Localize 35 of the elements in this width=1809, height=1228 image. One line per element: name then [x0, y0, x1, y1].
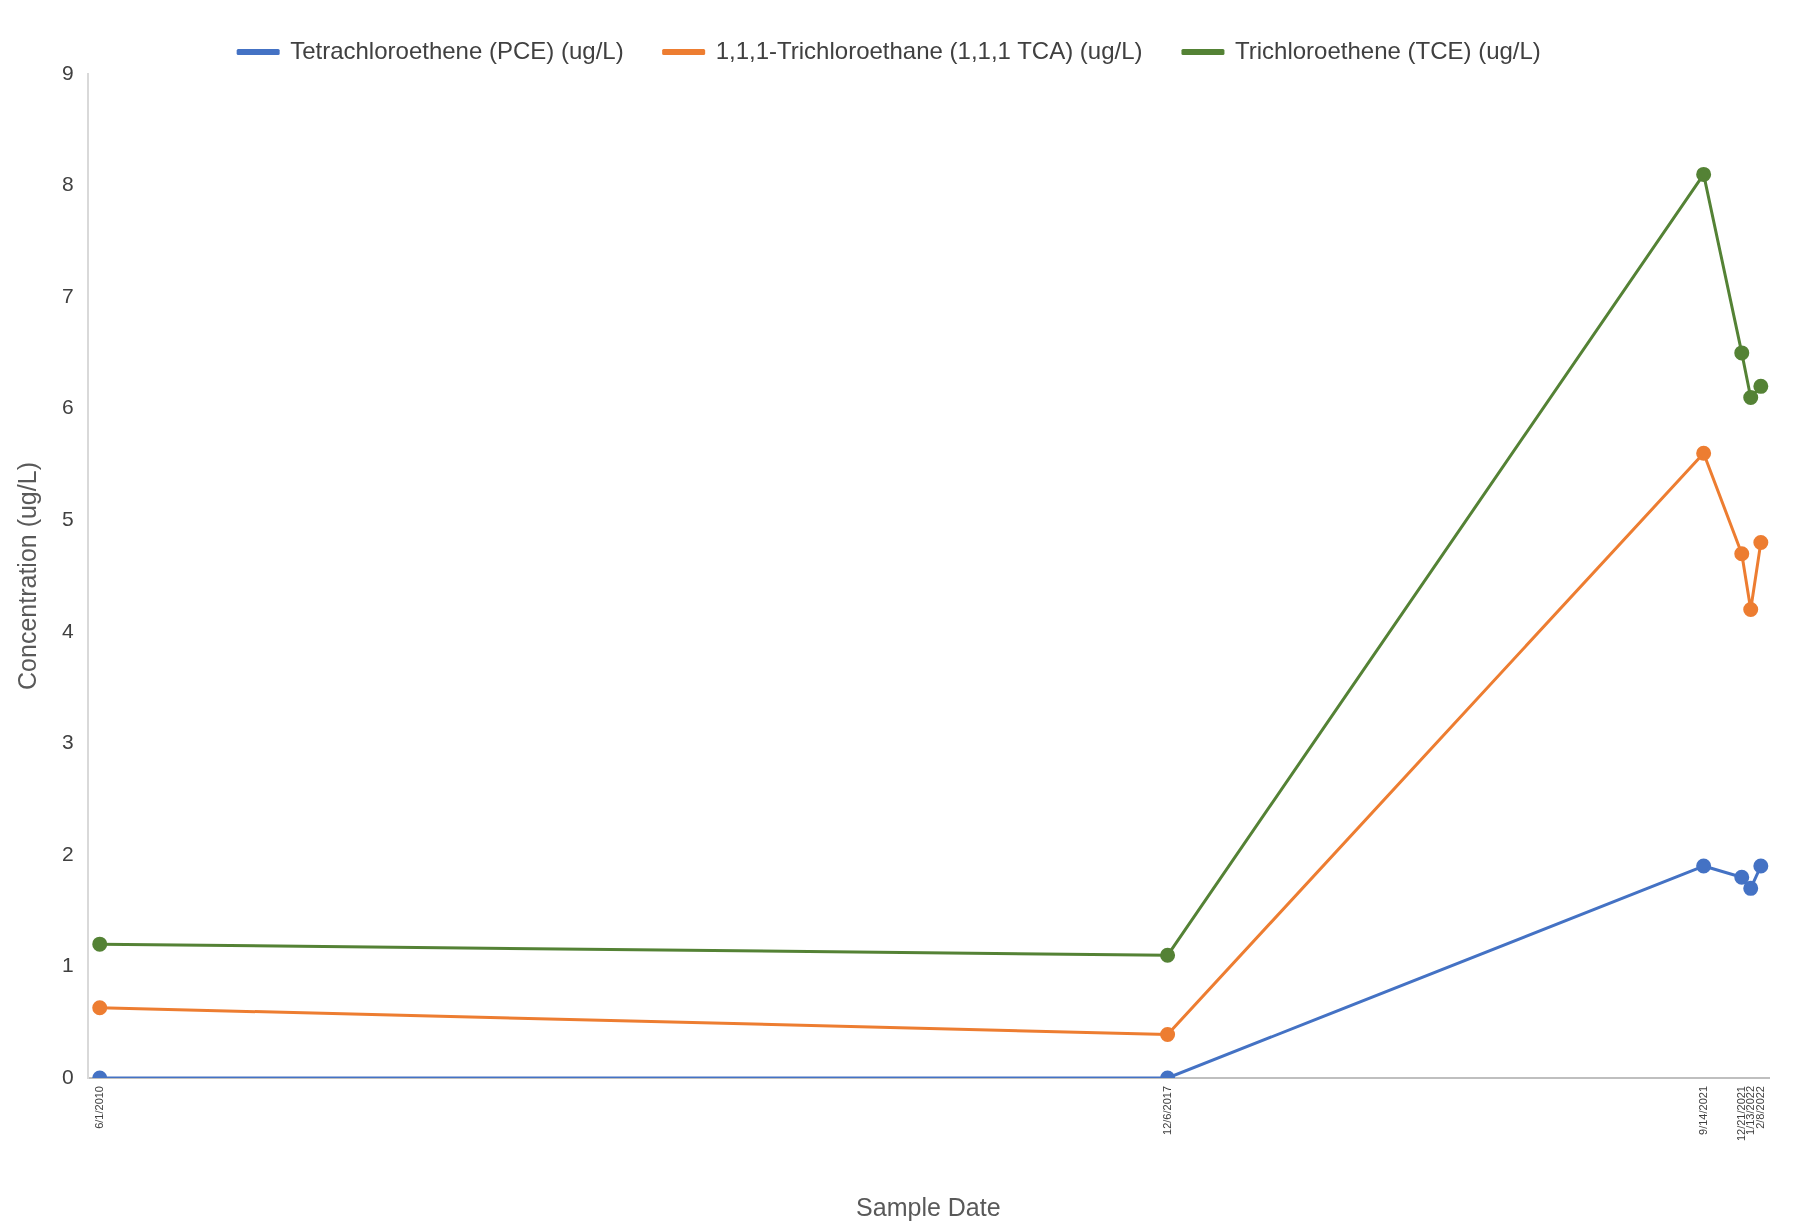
y-tick-label: 2	[61, 841, 74, 865]
point	[1734, 345, 1750, 361]
point	[92, 1000, 108, 1016]
point	[92, 936, 108, 952]
y-tick-label: 8	[61, 172, 74, 196]
point	[1753, 535, 1769, 551]
y-tick-label: 9	[61, 60, 74, 84]
point	[1160, 947, 1176, 963]
x-tick-label: 6/1/2010	[92, 1086, 105, 1129]
point	[1734, 546, 1750, 562]
point	[1696, 166, 1712, 182]
point	[1753, 378, 1769, 394]
y-tick-label: 0	[61, 1064, 74, 1088]
y-tick-label: 1	[61, 953, 74, 977]
legend-label: Trichloroethene (TCE) (ug/L)	[1234, 36, 1541, 64]
y-tick-label: 6	[61, 395, 74, 419]
legend-label: 1,1,1-Trichloroethane (1,1,1 TCA) (ug/L)	[715, 36, 1143, 64]
x-tick-label: 9/14/2021	[1696, 1086, 1709, 1135]
point	[1743, 880, 1759, 896]
legend-label: Tetrachloroethene (PCE) (ug/L)	[290, 36, 624, 64]
y-axis-title: Concentration (ug/L)	[12, 462, 41, 690]
x-axis-title: Sample Date	[856, 1193, 1001, 1222]
point	[1696, 445, 1712, 461]
point	[1743, 601, 1759, 617]
y-tick-label: 5	[61, 507, 74, 531]
y-tick-label: 3	[61, 730, 74, 754]
point	[1743, 390, 1759, 406]
x-tick-label: 2/8/2022	[1753, 1086, 1766, 1129]
y-tick-label: 4	[61, 618, 74, 642]
point	[1160, 1026, 1176, 1042]
x-tick-label: 12/6/2017	[1160, 1086, 1173, 1135]
point	[1753, 858, 1769, 874]
point	[1734, 869, 1750, 885]
point	[1696, 858, 1712, 874]
y-tick-label: 7	[61, 283, 74, 307]
